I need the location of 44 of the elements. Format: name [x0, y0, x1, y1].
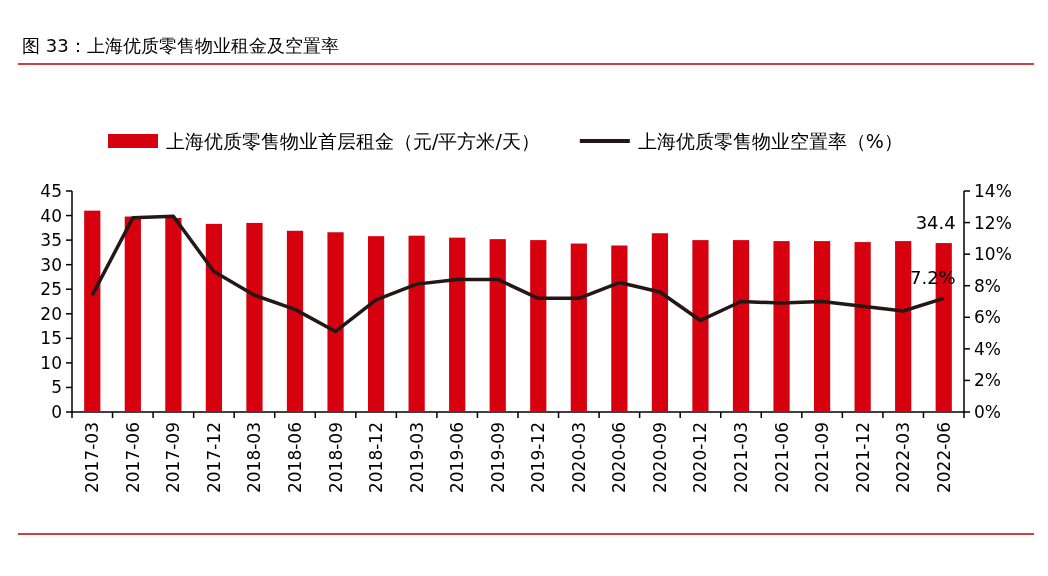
y-tick-label: 35 [40, 230, 62, 251]
x-tick-label: 2018-03 [244, 422, 265, 494]
x-tick-label: 2020-06 [609, 422, 630, 494]
y2-tick-label: 0% [974, 402, 1001, 422]
x-tick-label: 2018-12 [366, 422, 387, 494]
x-tick-label: 2019-12 [528, 422, 549, 494]
y-tick-label: 5 [51, 377, 62, 398]
y2-tick-label: 2% [974, 370, 1001, 391]
x-tick-label: 2017-03 [82, 422, 103, 494]
data-label: 34.4 [915, 212, 956, 234]
legend-label: 上海优质零售物业首层租金（元/平方米/天） [166, 130, 540, 152]
y-tick-label: 20 [40, 303, 62, 324]
y2-tick-label: 14% [974, 181, 1012, 201]
x-tick-label: 2017-12 [203, 422, 224, 494]
x-tick-label: 2021-12 [852, 422, 873, 494]
x-tick-label: 2021-09 [812, 422, 833, 494]
x-tick-label: 2021-06 [771, 422, 792, 494]
x-tick-label: 2020-09 [649, 422, 670, 494]
x-tick-label: 2020-12 [690, 422, 711, 494]
y-tick-label: 25 [40, 279, 62, 300]
x-tick-label: 2018-06 [285, 422, 305, 494]
y-tick-label: 40 [40, 205, 62, 226]
x-tick-label: 2019-06 [447, 422, 468, 494]
x-tick-label: 2022-06 [933, 422, 954, 494]
y2-tick-label: 10% [974, 244, 1012, 265]
y-tick-label: 45 [40, 181, 62, 201]
x-tick-label: 2021-03 [731, 422, 751, 494]
x-tick-label: 2018-09 [325, 422, 346, 494]
y-tick-label: 0 [51, 402, 62, 422]
y-tick-label: 30 [40, 254, 62, 275]
x-tick-label: 2017-09 [163, 422, 184, 494]
y2-tick-label: 6% [974, 307, 1001, 328]
y-tick-label: 15 [40, 328, 62, 349]
y2-tick-label: 4% [974, 338, 1001, 359]
x-tick-label: 2022-03 [893, 422, 914, 494]
x-tick-label: 2017-06 [122, 422, 143, 494]
y-tick-label: 10 [40, 352, 62, 373]
legend-label: 上海优质零售物业空置率（%） [637, 130, 903, 152]
x-tick-label: 2020-03 [568, 422, 589, 494]
y2-tick-label: 8% [974, 275, 1001, 296]
x-tick-label: 2019-09 [487, 422, 508, 494]
x-tick-label: 2019-03 [406, 422, 427, 494]
chart-title: 图 33：上海优质零售物业租金及空置率 [22, 35, 339, 56]
y2-tick-label: 12% [974, 212, 1012, 233]
